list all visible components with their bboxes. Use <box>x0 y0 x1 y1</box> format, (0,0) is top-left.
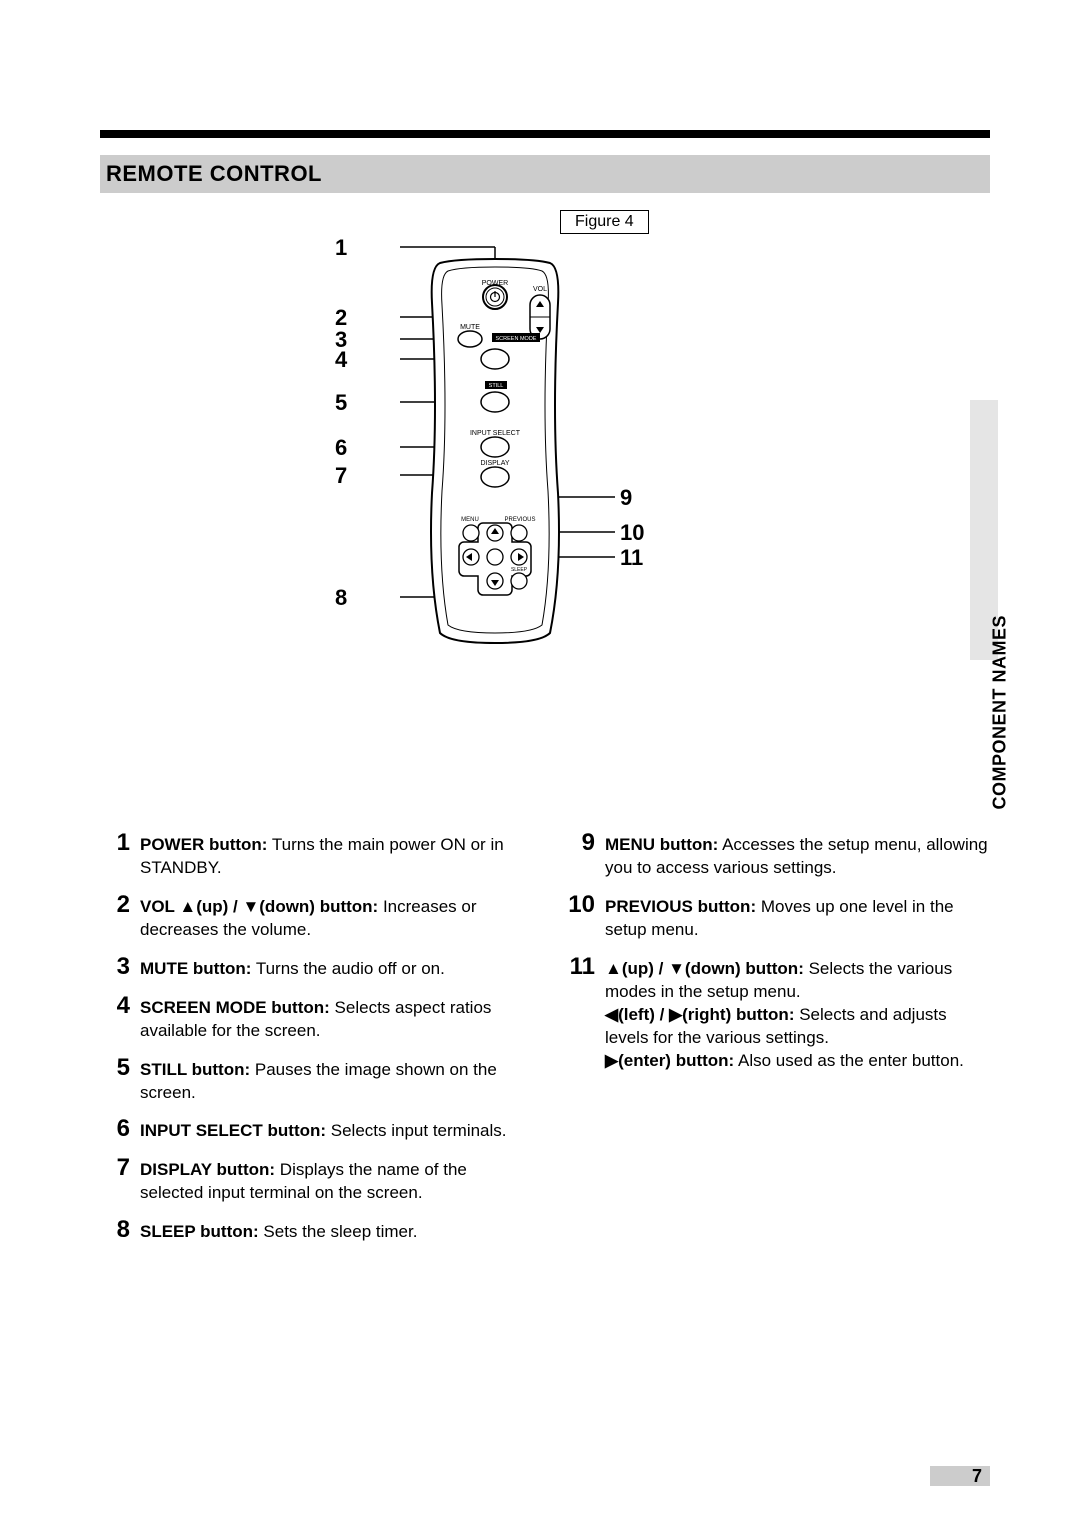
svg-text:PREVIOUS: PREVIOUS <box>504 517 535 523</box>
page-number-bar: 7 <box>930 1466 990 1486</box>
left-column: 1POWER button: Turns the main power ON o… <box>100 830 525 1256</box>
svg-text:SCREEN MODE: SCREEN MODE <box>496 336 537 342</box>
callout-8: 8 <box>335 585 347 611</box>
svg-text:MENU: MENU <box>461 517 479 523</box>
side-label: COMPONENT NAMES <box>990 615 1011 810</box>
figure-area: Figure 4 1 2 3 4 5 6 7 8 9 10 11 <box>340 205 760 685</box>
top-rule <box>100 130 990 138</box>
right-column: 9MENU button: Accesses the setup menu, a… <box>565 830 990 1256</box>
desc-item: 6INPUT SELECT button: Selects input term… <box>100 1116 525 1143</box>
svg-text:VOL: VOL <box>533 286 547 293</box>
page-number: 7 <box>972 1466 982 1487</box>
desc-item: 4SCREEN MODE button: Selects aspect rati… <box>100 993 525 1043</box>
svg-text:INPUT SELECT: INPUT SELECT <box>470 430 521 437</box>
svg-text:STILL: STILL <box>489 383 504 389</box>
section-heading: REMOTE CONTROL <box>100 155 990 193</box>
desc-item: 2VOL ▲(up) / ▼(down) button: Increases o… <box>100 892 525 942</box>
descriptions: 1POWER button: Turns the main power ON o… <box>100 830 990 1256</box>
desc-item: 3MUTE button: Turns the audio off or on. <box>100 954 525 981</box>
desc-item: 1POWER button: Turns the main power ON o… <box>100 830 525 880</box>
desc-item: 8SLEEP button: Sets the sleep timer. <box>100 1217 525 1244</box>
figure-caption: Figure 4 <box>560 210 649 234</box>
callout-5: 5 <box>335 390 347 416</box>
svg-text:MUTE: MUTE <box>460 324 480 331</box>
svg-text:DISPLAY: DISPLAY <box>480 460 509 467</box>
desc-item: 10PREVIOUS button: Moves up one level in… <box>565 892 990 942</box>
desc-item: 5STILL button: Pauses the image shown on… <box>100 1055 525 1105</box>
callout-7: 7 <box>335 463 347 489</box>
desc-item: 9MENU button: Accesses the setup menu, a… <box>565 830 990 880</box>
remote-diagram: POWER VOL MUTE SCREEN MODE STILL INPUT <box>400 233 630 663</box>
desc-item: 7DISPLAY button: Displays the name of th… <box>100 1155 525 1205</box>
callout-4: 4 <box>335 347 347 373</box>
svg-text:SLEEP: SLEEP <box>511 567 528 573</box>
callout-1: 1 <box>335 235 347 261</box>
callout-6: 6 <box>335 435 347 461</box>
page: REMOTE CONTROL COMPONENT NAMES Figure 4 … <box>0 0 1080 1526</box>
desc-item-11: 11 ▲(up) / ▼(down) button: Selects the v… <box>565 954 990 1073</box>
